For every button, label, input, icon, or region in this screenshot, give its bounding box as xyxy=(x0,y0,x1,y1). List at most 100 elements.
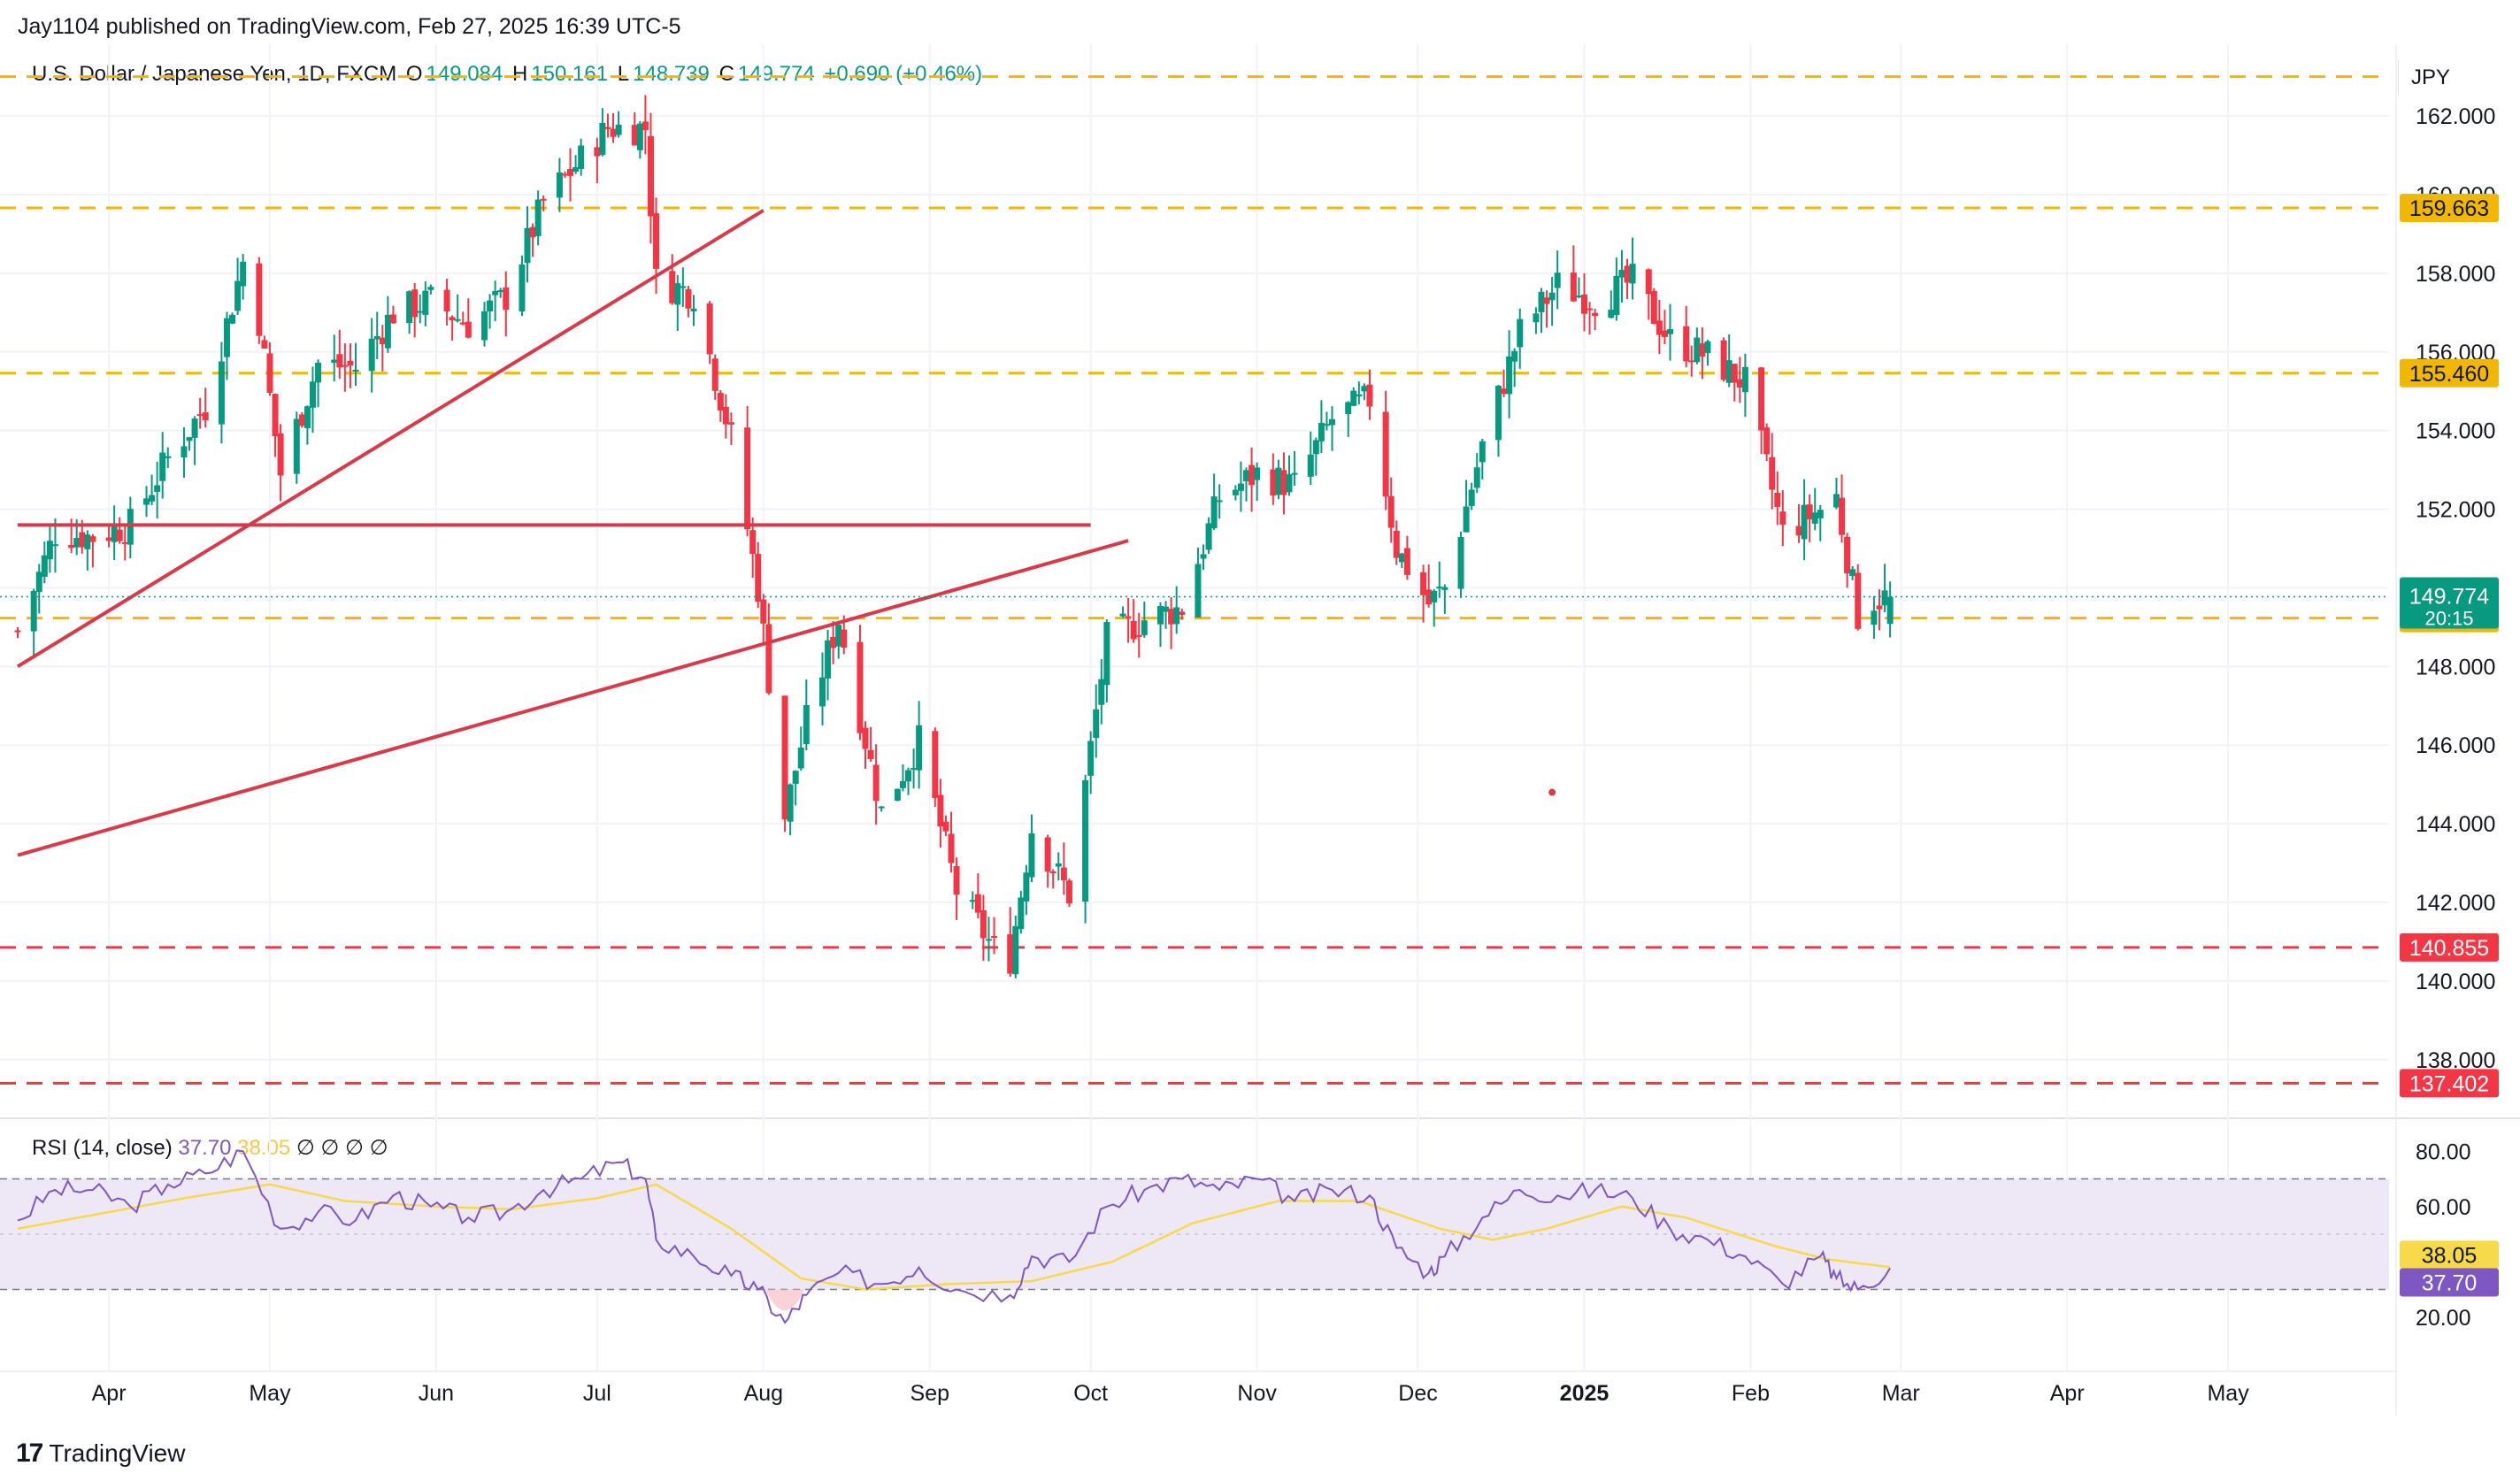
candle-body[interactable] xyxy=(953,865,960,895)
candle-body[interactable] xyxy=(567,168,574,176)
candle-body[interactable] xyxy=(1501,388,1508,395)
candle-body[interactable] xyxy=(1629,264,1636,284)
candle-body[interactable] xyxy=(1801,504,1808,540)
candle-body[interactable] xyxy=(1210,496,1218,529)
candle-body[interactable] xyxy=(594,147,601,157)
candle-body[interactable] xyxy=(916,725,923,771)
candle-body[interactable] xyxy=(1817,510,1824,518)
candle-body[interactable] xyxy=(1881,590,1888,606)
candle-body[interactable] xyxy=(303,406,311,428)
candle-body[interactable] xyxy=(293,418,300,474)
candle-body[interactable] xyxy=(373,335,380,340)
candle-body[interactable] xyxy=(443,289,450,312)
candle-body[interactable] xyxy=(1506,356,1513,395)
candle-body[interactable] xyxy=(1323,424,1330,426)
candle-body[interactable] xyxy=(572,166,580,173)
candle-body[interactable] xyxy=(787,784,794,822)
candle-body[interactable] xyxy=(1806,504,1813,520)
candle-body[interactable] xyxy=(1511,350,1518,362)
candle-body[interactable] xyxy=(427,287,434,290)
candle-body[interactable] xyxy=(342,364,349,367)
candle-body[interactable] xyxy=(872,764,880,802)
candle-body[interactable] xyxy=(105,537,112,541)
candle-body[interactable] xyxy=(1018,897,1025,930)
candle-body[interactable] xyxy=(1592,312,1599,317)
candle-body[interactable] xyxy=(454,318,461,321)
candle-body[interactable] xyxy=(744,427,751,530)
candle-body[interactable] xyxy=(202,412,209,420)
candle-body[interactable] xyxy=(503,287,510,311)
candle-body[interactable] xyxy=(690,308,697,311)
candle-body[interactable] xyxy=(1366,384,1373,407)
candle-body[interactable] xyxy=(41,555,48,577)
candle-body[interactable] xyxy=(1554,272,1561,288)
candle-body[interactable] xyxy=(497,289,504,293)
candle-body[interactable] xyxy=(154,485,161,493)
candle-body[interactable] xyxy=(1098,679,1105,705)
candle-body[interactable] xyxy=(1667,329,1674,334)
candle-body[interactable] xyxy=(1403,548,1410,575)
candle-body[interactable] xyxy=(331,359,338,364)
candle-body[interactable] xyxy=(1699,343,1706,357)
candle-body[interactable] xyxy=(1248,464,1256,486)
candle-body[interactable] xyxy=(561,173,568,176)
candle-body[interactable] xyxy=(1361,386,1368,392)
candle-body[interactable] xyxy=(1704,341,1711,353)
candle-body[interactable] xyxy=(685,288,692,309)
candle-body[interactable] xyxy=(234,280,242,311)
candle-body[interactable] xyxy=(336,354,343,368)
candle-body[interactable] xyxy=(1307,454,1314,477)
candle-body[interactable] xyxy=(948,833,955,863)
candle-body[interactable] xyxy=(30,590,37,632)
candle-body[interactable] xyxy=(1441,587,1448,590)
candle-body[interactable] xyxy=(1720,340,1727,380)
candle-body[interactable] xyxy=(556,172,563,198)
candle-body[interactable] xyxy=(1533,313,1540,323)
candle-body[interactable] xyxy=(492,290,499,295)
symbol-name[interactable]: U.S. Dollar / Japanese Yen, 1D, FXCM xyxy=(32,62,397,86)
candle-body[interactable] xyxy=(631,125,638,146)
candle-body[interactable] xyxy=(1479,441,1486,463)
candle-body[interactable] xyxy=(1758,367,1765,431)
candle-body[interactable] xyxy=(722,406,729,425)
candle-body[interactable] xyxy=(1656,320,1663,335)
candle-body[interactable] xyxy=(1065,880,1072,904)
candle-body[interactable] xyxy=(1839,497,1846,535)
candle-body[interactable] xyxy=(899,780,906,788)
candle-body[interactable] xyxy=(1538,291,1545,312)
candle-body[interactable] xyxy=(1624,265,1631,283)
candle-body[interactable] xyxy=(35,572,42,593)
candle-body[interactable] xyxy=(1731,364,1738,383)
candle-body[interactable] xyxy=(991,936,998,939)
candle-body[interactable] xyxy=(379,337,386,345)
candle-body[interactable] xyxy=(1345,402,1352,415)
candle-body[interactable] xyxy=(417,311,424,313)
candle-body[interactable] xyxy=(1580,294,1587,314)
candle-body[interactable] xyxy=(1082,779,1089,902)
candle-body[interactable] xyxy=(277,433,284,476)
candle-body[interactable] xyxy=(1725,360,1732,383)
candle-body[interactable] xyxy=(1141,620,1148,635)
candle-body[interactable] xyxy=(942,821,949,832)
candle-body[interactable] xyxy=(974,894,981,913)
candle-body[interactable] xyxy=(1060,867,1067,881)
candle-body[interactable] xyxy=(1468,489,1475,506)
candle-body[interactable] xyxy=(803,704,810,745)
candle-body[interactable] xyxy=(765,624,772,694)
candle-body[interactable] xyxy=(68,544,75,549)
candle-body[interactable] xyxy=(825,640,832,679)
candle-body[interactable] xyxy=(272,394,279,437)
candle-body[interactable] xyxy=(1044,837,1051,872)
candle-body[interactable] xyxy=(932,731,939,798)
candle-body[interactable] xyxy=(519,264,526,312)
candle-body[interactable] xyxy=(384,314,391,349)
candle-body[interactable] xyxy=(127,509,134,545)
candle-body[interactable] xyxy=(1741,366,1748,393)
candle-body[interactable] xyxy=(1007,934,1014,974)
candle-body[interactable] xyxy=(411,289,419,318)
candle-body[interactable] xyxy=(653,213,660,269)
candle-body[interactable] xyxy=(1216,500,1223,503)
candle-body[interactable] xyxy=(1173,607,1180,625)
candle-body[interactable] xyxy=(1811,512,1818,524)
candle-body[interactable] xyxy=(165,456,172,458)
